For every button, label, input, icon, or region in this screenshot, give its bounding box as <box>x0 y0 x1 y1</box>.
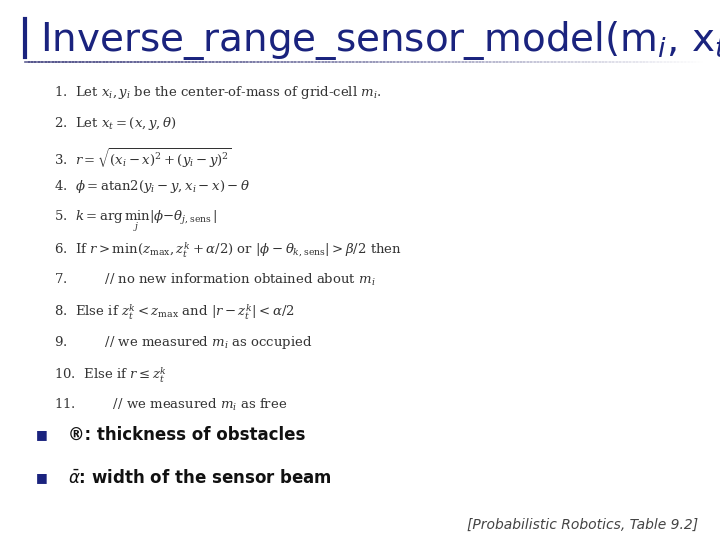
Text: [Probabilistic Robotics, Table 9.2]: [Probabilistic Robotics, Table 9.2] <box>467 518 698 532</box>
Text: ■: ■ <box>36 428 48 441</box>
Text: ®: thickness of obstacles: ®: thickness of obstacles <box>68 426 306 444</box>
Text: 7.         // no new information obtained about $m_i$: 7. // no new information obtained about … <box>54 272 376 288</box>
Text: 5.  $k = \arg\min_j |\phi - \theta_{j,\mathrm{sens}}|$: 5. $k = \arg\min_j |\phi - \theta_{j,\ma… <box>54 209 217 234</box>
Text: 9.         // we measured $m_i$ as occupied: 9. // we measured $m_i$ as occupied <box>54 334 312 351</box>
Text: $\bar{\alpha}$: width of the sensor beam: $\bar{\alpha}$: width of the sensor beam <box>68 469 333 487</box>
Text: 1.  Let $x_i, y_i$ be the center-of-mass of grid-cell $m_i$.: 1. Let $x_i, y_i$ be the center-of-mass … <box>54 84 382 100</box>
Text: 11.         // we measured $m_i$ as free: 11. // we measured $m_i$ as free <box>54 397 287 413</box>
Text: 6.  If $r > \min(z_{\mathrm{max}}, z_t^k + \alpha/2)$ or $|\phi - \theta_{k,\mat: 6. If $r > \min(z_{\mathrm{max}}, z_t^k … <box>54 240 402 259</box>
Text: 10.  Else if $r \leq z_t^k$: 10. Else if $r \leq z_t^k$ <box>54 366 167 385</box>
Text: 8.  Else if $z_t^k < z_{\mathrm{max}}$ and $|r - z_t^k| < \alpha/2$: 8. Else if $z_t^k < z_{\mathrm{max}}$ an… <box>54 303 294 322</box>
Text: 2.  Let $x_t = (x, y, \theta)$: 2. Let $x_t = (x, y, \theta)$ <box>54 115 176 132</box>
Text: Inverse_range_sensor_model(m$_i$, x$_t$, z$_t$): Inverse_range_sensor_model(m$_i$, x$_t$,… <box>40 19 720 62</box>
Text: 4.  $\phi = \mathrm{atan2}(y_i - y, x_i - x) - \theta$: 4. $\phi = \mathrm{atan2}(y_i - y, x_i -… <box>54 178 250 194</box>
Text: 3.  $r = \sqrt{(x_i - x)^2 + (y_i - y)^2}$: 3. $r = \sqrt{(x_i - x)^2 + (y_i - y)^2}… <box>54 146 232 170</box>
Text: ■: ■ <box>36 471 48 484</box>
